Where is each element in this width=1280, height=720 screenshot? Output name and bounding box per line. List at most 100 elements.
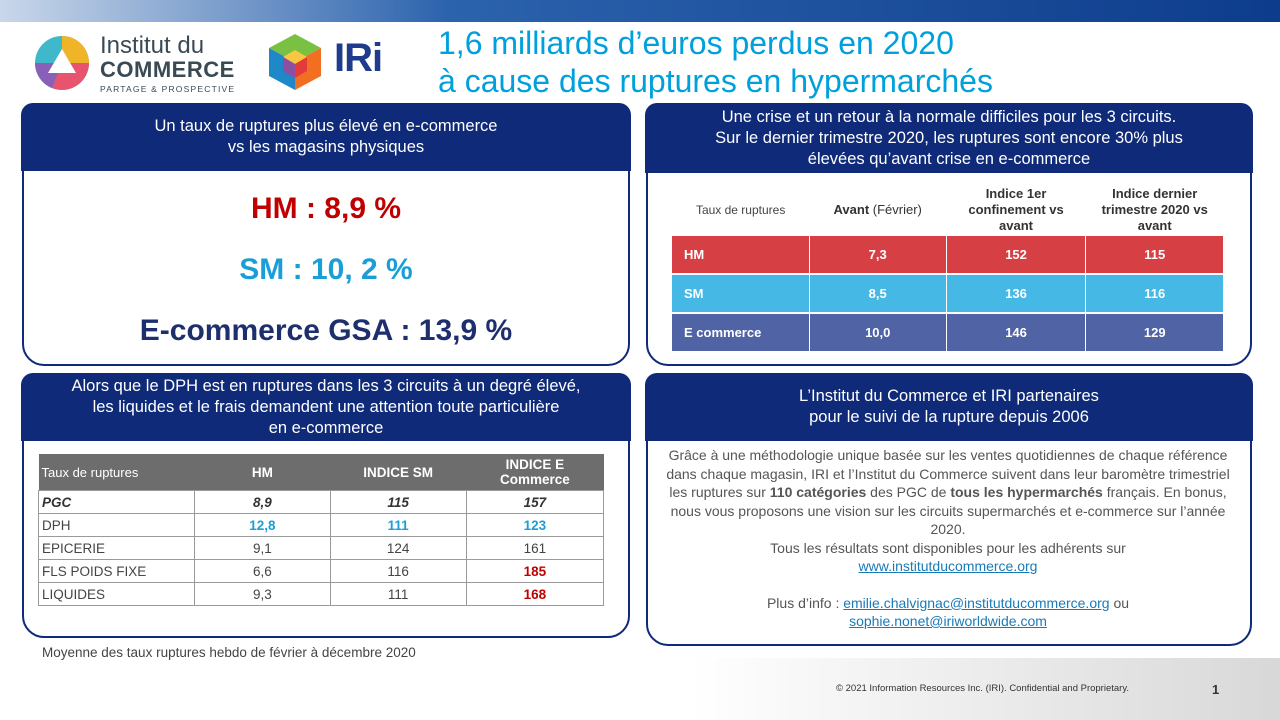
header-line-2: Sur le dernier trimestre 2020, les ruptu… [715, 128, 1183, 147]
panel-crisis-recovery-header: Une crise et un retour à la normale diff… [645, 103, 1253, 173]
panel-rupture-rates: Un taux de ruptures plus élevé en e-comm… [21, 103, 631, 366]
header-line-1: L’Institut du Commerce et IRI partenaire… [799, 387, 1099, 405]
circuits-index-table: Taux de ruptures Avant (Février) Indice … [672, 184, 1224, 353]
hm-rate: HM : 8,9 % [250, 192, 402, 225]
cell-sm: 111 [329, 582, 467, 606]
table-row: SM 8,5 136 116 [672, 274, 1224, 314]
methodology-paragraph: Grâce à une méthodologie unique basée su… [664, 446, 1232, 539]
header-line-3: en e-commerce [268, 418, 384, 437]
methodology-text-e: français. En bonus, nous vous proposons … [670, 484, 1227, 537]
cell-avant: 10,0 [809, 313, 947, 353]
header-line-2: pour le suivi de la rupture depuis 2006 [809, 408, 1089, 426]
cell-conf: 152 [946, 236, 1087, 275]
cell-ec: 168 [465, 582, 605, 606]
table-row: LIQUIDES 9,3 111 168 [37, 582, 605, 606]
col-header-avant-bold: Avant [833, 202, 870, 217]
cell-sm: 115 [329, 490, 467, 514]
header-line-2: vs les magasins physiques [227, 138, 425, 156]
cell-trim: 115 [1085, 236, 1224, 275]
cell-hm: 6,6 [194, 559, 331, 583]
footer-bar [690, 658, 1280, 720]
panel-partnership: L’Institut du Commerce et IRI partenaire… [645, 373, 1253, 646]
cell-label: FLS POIDS FIXE [37, 559, 196, 583]
col-header-hm: HM [194, 454, 331, 491]
cell-label: E commerce [672, 313, 810, 353]
idc-logo-icon [35, 36, 89, 90]
idc-logo-line2: COMMERCE [100, 57, 235, 82]
cell-label: LIQUIDES [37, 582, 196, 606]
sm-rate: SM : 10, 2 % [239, 253, 413, 286]
cell-conf: 146 [946, 313, 1087, 353]
cell-conf: 136 [946, 274, 1087, 314]
cell-label: EPICERIE [37, 536, 196, 560]
table-row: EPICERIE 9,1 124 161 [37, 536, 605, 560]
cell-hm: 12,8 [194, 513, 331, 537]
header-line-1: Un taux de ruptures plus élevé en e-comm… [154, 117, 498, 135]
contact-info: Plus d’info : emilie.chalvignac@institut… [664, 594, 1232, 613]
cell-hm: 9,1 [194, 536, 331, 560]
ecommerce-rate: E-commerce GSA : 13,9 % [139, 314, 513, 347]
categories-table: Taux de ruptures HM INDICE SM INDICE E C… [37, 454, 605, 606]
panel-categories-header: Alors que le DPH est en ruptures dans le… [21, 373, 631, 441]
cell-ec: 185 [465, 559, 605, 583]
page-number: 1 [1212, 682, 1220, 697]
footnote: Moyenne des taux ruptures hebdo de févri… [42, 645, 416, 660]
col-header-indice-sm: INDICE SM [330, 454, 467, 491]
email-link-sophie[interactable]: sophie.nonet@iriworldwide.com [849, 613, 1047, 629]
table-row: HM 7,3 152 115 [672, 236, 1224, 275]
idc-logo-tagline: PARTAGE & PROSPECTIVE [100, 84, 236, 94]
iri-cube-icon [269, 34, 321, 90]
header-line-2: les liquides et le frais demandent une a… [92, 397, 560, 416]
cell-ec: 157 [465, 490, 605, 514]
col-header-last-quarter: Indice dernier trimestre 2020 vs avant [1101, 186, 1208, 233]
contact-or: ou [1109, 594, 1130, 611]
methodology-text-c: des PGC de [866, 484, 951, 500]
header-line-3: élevées qu’avant crise en e-commerce [807, 149, 1091, 168]
iri-logo: IRi [266, 32, 386, 92]
col-header-avant-rest: (Février) [869, 202, 922, 217]
cell-sm: 111 [329, 513, 467, 537]
idc-logo-line1: Institut du [100, 32, 205, 59]
institut-website-link[interactable]: www.institutducommerce.org [858, 558, 1038, 574]
cell-hm: 9,3 [194, 582, 331, 606]
panel-rupture-rates-header: Un taux de ruptures plus élevé en e-comm… [21, 103, 631, 171]
title-line-1: 1,6 milliards d’euros perdus en 2020 [438, 25, 954, 61]
col-header-rupture: Taux de ruptures [695, 203, 786, 217]
cell-trim: 129 [1085, 313, 1224, 353]
table-row: FLS POIDS FIXE 6,6 116 185 [37, 559, 605, 583]
title-line-2: à cause des ruptures en hypermarchés [438, 63, 993, 99]
iri-logo-text: IRi [334, 36, 383, 80]
categories-count: 110 catégories [769, 484, 867, 500]
all-hypermarkets: tous les hypermarchés [950, 484, 1103, 500]
cell-ec: 161 [465, 536, 605, 560]
cell-label: HM [672, 236, 810, 275]
cell-hm: 8,9 [194, 490, 331, 514]
col-header-rupture: Taux de ruptures [38, 454, 195, 491]
cell-sm: 124 [329, 536, 467, 560]
cell-trim: 116 [1085, 274, 1224, 314]
col-header-avant: Avant (Février) [809, 184, 946, 236]
cell-label: DPH [37, 513, 196, 537]
results-availability: Tous les résultats sont disponibles pour… [770, 539, 1126, 556]
partnership-description: Grâce à une méthodologie unique basée su… [664, 446, 1232, 631]
cell-avant: 8,5 [809, 274, 947, 314]
panel-partnership-header: L’Institut du Commerce et IRI partenaire… [645, 373, 1253, 441]
contact-label: Plus d’info : [766, 594, 844, 611]
methodology-text-a: Grâce à une méthodologie unique basée su… [666, 447, 1230, 500]
table-row: PGC 8,9 115 157 [37, 490, 605, 514]
cell-ec: 123 [465, 513, 605, 537]
col-header-confinement: Indice 1er confinement vs avant [968, 186, 1064, 233]
cell-avant: 7,3 [809, 236, 947, 275]
cell-sm: 116 [329, 559, 467, 583]
copyright: © 2021 Information Resources Inc. (IRI).… [836, 683, 1130, 694]
top-banner [0, 0, 1280, 22]
cell-label: SM [672, 274, 810, 314]
col-header-indice-ecommerce: INDICE E Commerce [466, 454, 604, 491]
header-line-1: Alors que le DPH est en ruptures dans le… [71, 376, 581, 395]
page-title: 1,6 milliards d’euros perdus en 2020 à c… [438, 24, 1238, 100]
table-row: DPH 12,8 111 123 [37, 513, 605, 537]
table-row: E commerce 10,0 146 129 [672, 313, 1224, 353]
header-line-1: Une crise et un retour à la normale diff… [721, 107, 1177, 126]
cell-label: PGC [37, 490, 196, 514]
email-link-emilie[interactable]: emilie.chalvignac@institutducommerce.org [843, 594, 1110, 611]
